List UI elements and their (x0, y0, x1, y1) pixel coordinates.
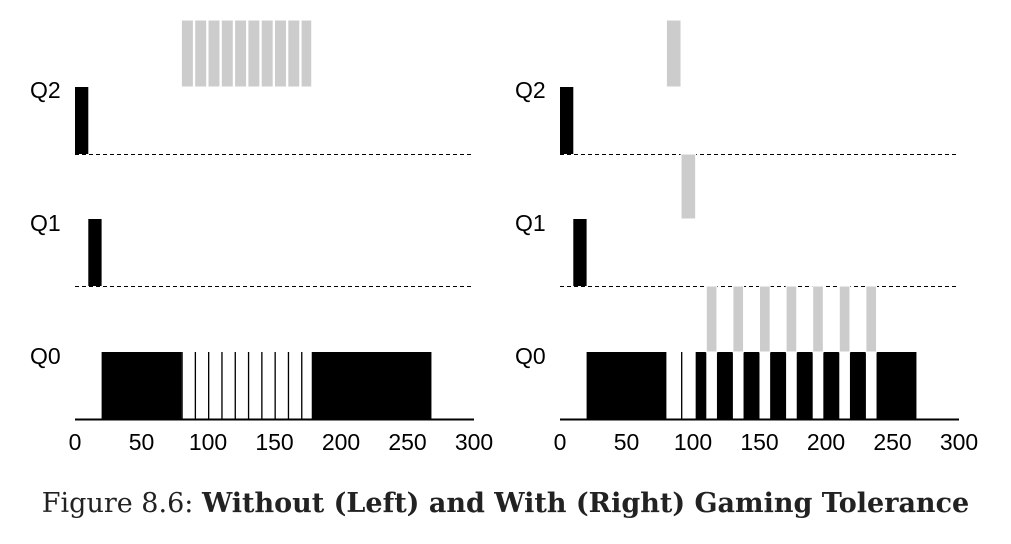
scheduled-job-bar-q0 (716, 352, 733, 419)
scheduled-job-bar-q0 (796, 352, 813, 419)
x-tick-label: 300 (940, 429, 978, 455)
x-tick-label: 0 (69, 429, 82, 455)
queue-label-q2: Q2 (30, 77, 61, 103)
gaming-job-bar-q0 (705, 285, 718, 353)
queue-label-q1: Q1 (30, 210, 61, 236)
x-tick-label: 100 (189, 429, 227, 455)
x-tick-label: 0 (554, 429, 567, 455)
gaming-job-bar-q2 (247, 19, 261, 88)
scheduled-job-bar-q2 (560, 87, 574, 154)
figure-caption: Figure 8.6: Without (Left) and With (Rig… (0, 488, 1011, 519)
scheduled-job-bar-q0 (261, 352, 263, 419)
scheduled-job-bar-q0 (301, 352, 303, 419)
scheduled-job-bar-q0 (234, 352, 236, 419)
scheduled-job-bar-q0 (743, 352, 760, 419)
queue-label-q2: Q2 (515, 77, 546, 103)
right-panel: Q2 Q1 Q0 0 50 100 150 200 250 300 (515, 19, 978, 455)
scheduled-job-bar-q0 (274, 352, 276, 419)
x-tick-label: 200 (322, 429, 360, 455)
x-tick-label: 300 (455, 429, 493, 455)
scheduled-job-bar-q1 (88, 219, 102, 286)
scheduled-job-bar-q0 (695, 352, 707, 419)
gaming-job-bar-q2 (260, 19, 274, 88)
x-tick-label: 200 (807, 429, 845, 455)
gaming-job-bar-q2 (234, 19, 248, 88)
left-panel: Q2 Q1 Q0 0 50 100 150 200 250 300 (30, 19, 493, 455)
gaming-job-bar-q2 (180, 19, 194, 88)
scheduled-job-bar-q0 (101, 352, 182, 419)
gaming-job-bar-q0 (838, 285, 851, 353)
scheduled-job-bar-q1 (573, 219, 587, 286)
caption-title: Without (Left) and With (Right) Gaming T… (201, 488, 970, 519)
x-tick-label: 50 (614, 429, 640, 455)
queue-label-q0: Q0 (30, 343, 61, 369)
gaming-job-bar-q2 (220, 19, 234, 88)
scheduled-job-bar-q0 (287, 352, 290, 419)
scheduled-job-bar-q0 (181, 352, 183, 419)
gaming-job-bar-q2 (207, 19, 221, 88)
x-tick-label: 250 (388, 429, 426, 455)
scheduled-job-bar-q0 (208, 352, 210, 419)
scheduled-job-bar-q0 (194, 352, 197, 419)
scheduled-job-bar-q0 (876, 352, 917, 419)
x-tick-label: 150 (255, 429, 293, 455)
gaming-job-bar-q0 (732, 285, 745, 353)
gaming-job-bar-q2 (300, 19, 313, 88)
gaming-job-bar-q2 (194, 19, 208, 88)
queue-label-q0: Q0 (515, 343, 546, 369)
gaming-job-bar-q2 (274, 19, 287, 88)
x-tick-label: 250 (873, 429, 911, 455)
gaming-job-bar-q0 (785, 285, 798, 353)
scheduled-job-bar-q0 (849, 352, 866, 419)
gaming-job-bar-q1 (680, 153, 697, 220)
gaming-job-bar-q0 (759, 285, 771, 353)
scheduled-job-bar-q0 (311, 352, 432, 419)
gaming-job-bar-q0 (865, 285, 878, 353)
scheduled-job-bar-q0 (221, 352, 223, 419)
scheduled-job-bar-q0 (247, 352, 250, 419)
caption-label: Figure 8.6: (41, 488, 194, 519)
gaming-job-bar-q0 (812, 285, 824, 353)
x-tick-label: 100 (674, 429, 712, 455)
scheduled-job-bar-q2 (75, 87, 89, 154)
gaming-job-bar-q2 (287, 19, 301, 88)
queue-label-q1: Q1 (515, 210, 546, 236)
x-tick-label: 150 (740, 429, 778, 455)
scheduled-job-bar-q0 (823, 352, 840, 419)
scheduled-job-bar-q0 (681, 352, 683, 419)
scheduled-job-bar-q0 (770, 352, 787, 419)
scheduled-job-bar-q0 (586, 352, 667, 419)
gaming-job-bar-q2 (665, 19, 682, 88)
x-tick-label: 50 (129, 429, 155, 455)
